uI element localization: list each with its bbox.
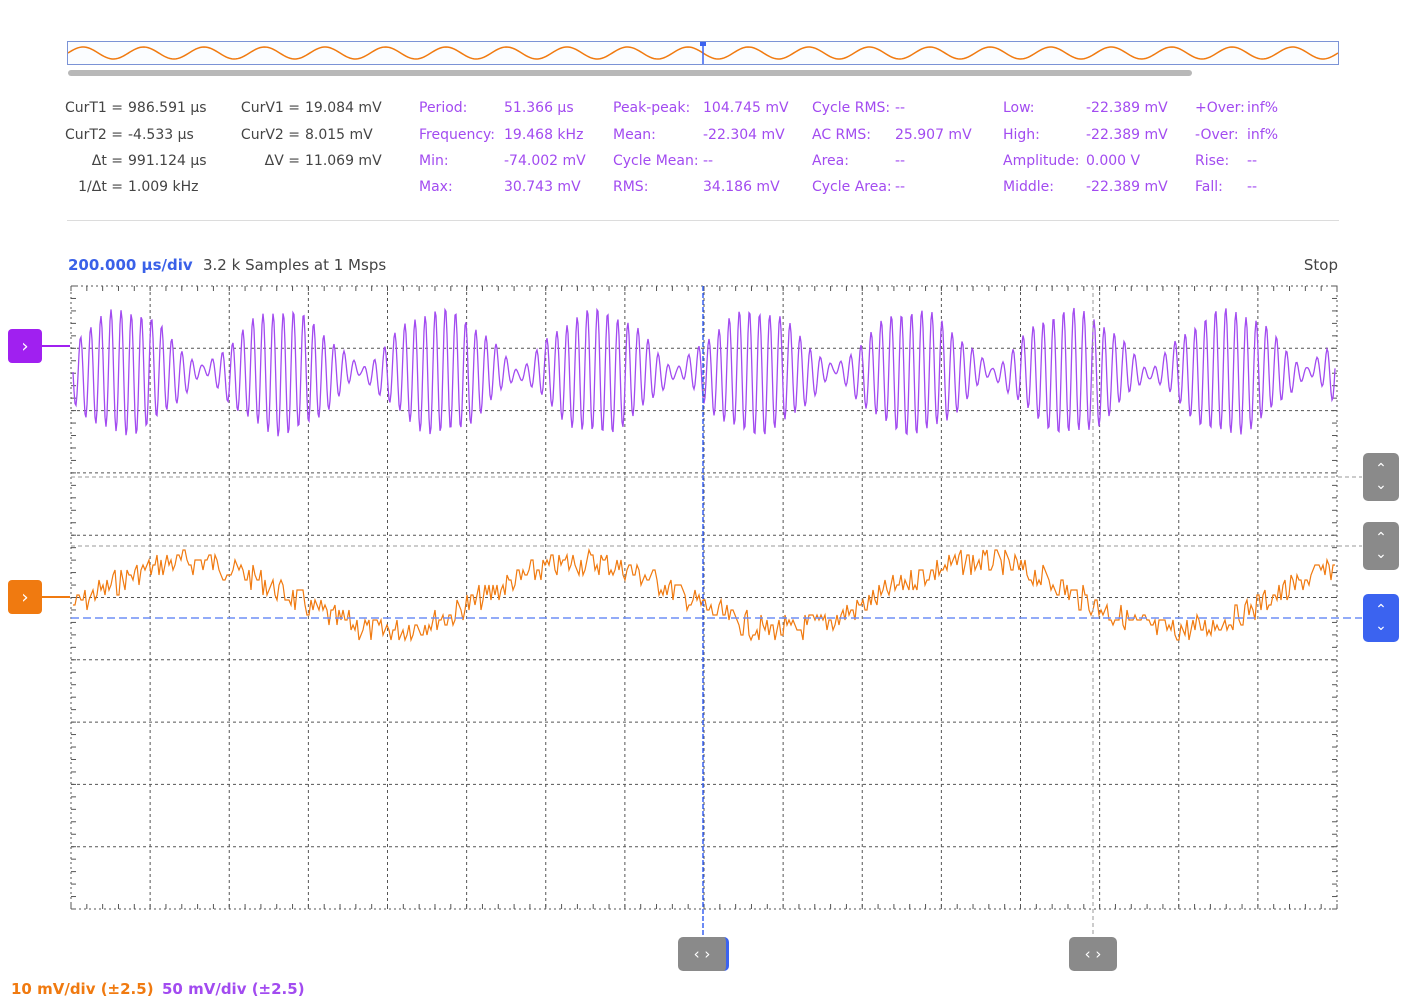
measurement-label: Peak-peak: [613, 100, 691, 116]
measurement-label: Rise: [1195, 153, 1230, 169]
measurement-label: Cycle Area: [812, 179, 892, 195]
measurement-value: inf% [1247, 100, 1278, 116]
cursor-voltage-label: ΔV = [264, 153, 300, 169]
cursor-v1-offset-control[interactable]: ⌃ ⌄ [1363, 453, 1399, 501]
run-state[interactable]: Stop [1303, 256, 1338, 274]
scope-plot[interactable] [0, 270, 1408, 980]
horizontal-scrollbar[interactable] [68, 70, 1192, 76]
cursor-voltage-label: CurV2 = [240, 127, 300, 143]
measurement-value: 104.745 mV [703, 100, 789, 116]
measurement-label: RMS: [613, 179, 649, 195]
measurement-label: Cycle RMS: [812, 100, 891, 116]
overview-waveform [67, 42, 1339, 64]
cursor-time-value: 991.124 µs [128, 153, 207, 169]
measurement-value: -- [895, 153, 906, 169]
measurement-label: Max: [419, 179, 453, 195]
measurement-value: 51.366 µs [504, 100, 574, 116]
measurement-value: -- [1247, 153, 1258, 169]
measurement-value: -74.002 mV [504, 153, 586, 169]
measurement-label: Min: [419, 153, 449, 169]
measurement-value: -22.389 mV [1086, 100, 1168, 116]
orange-marker-line [42, 596, 70, 598]
cursor-t2-handle[interactable]: ‹ › [1069, 937, 1117, 971]
purple-channel-marker[interactable]: › [8, 329, 42, 363]
purple-marker-line [42, 345, 70, 347]
measurement-value: -22.389 mV [1086, 179, 1168, 195]
time-per-div[interactable]: 200.000 µs/div [68, 256, 193, 274]
measurement-value: 19.468 kHz [504, 127, 584, 143]
measurement-label: AC RMS: [812, 127, 871, 143]
measurement-value: -22.304 mV [703, 127, 785, 143]
measurement-value: 25.907 mV [895, 127, 972, 143]
measurement-label: Period: [419, 100, 468, 116]
measurement-value: -- [895, 179, 906, 195]
cursor-voltage-value: 11.069 mV [305, 153, 382, 169]
cursor-time-value: -4.533 µs [128, 127, 194, 143]
cursor-voltage-label: CurV1 = [240, 100, 300, 116]
chevron-up-icon: ⌃ [1375, 461, 1387, 477]
measurement-label: Cycle Mean: [613, 153, 699, 169]
measurement-value: 34.186 mV [703, 179, 780, 195]
cursor-voltage-value: 19.084 mV [305, 100, 382, 116]
waveform-overview[interactable] [67, 41, 1339, 65]
overview-cursor-marker [700, 42, 706, 46]
cursor-time-label: Δt = [91, 153, 123, 169]
sample-info: 3.2 k Samples at 1 Msps [203, 256, 387, 274]
measurement-label: -Over: [1195, 127, 1239, 143]
measurement-value: inf% [1247, 127, 1278, 143]
trigger-level-control[interactable]: ⌃ ⌄ [1363, 594, 1399, 642]
measurement-value: 0.000 V [1086, 153, 1141, 169]
orange-trace [73, 547, 1335, 643]
cursor-time-label: CurT2 = [64, 127, 123, 143]
measurement-label: Mean: [613, 127, 656, 143]
measurement-value: -- [1247, 179, 1258, 195]
chevron-up-icon: ⌃ [1375, 530, 1387, 546]
purple-trace [72, 307, 1336, 437]
cursor-time-value: 1.009 kHz [128, 179, 199, 195]
measurement-label: Fall: [1195, 179, 1223, 195]
chevron-up-icon: ⌃ [1375, 602, 1387, 618]
cursor-time-label: 1/Δt = [78, 179, 123, 195]
measurement-label: Area: [812, 153, 849, 169]
chevron-right-icon: › [21, 335, 29, 357]
measurement-label: Middle: [1003, 179, 1054, 195]
cursor-time-value: 986.591 µs [128, 100, 207, 116]
purple-channel-scale[interactable]: 50 mV/div (±2.5) [162, 980, 305, 998]
cursor-v2-offset-control[interactable]: ⌃ ⌄ [1363, 522, 1399, 570]
chevron-right-icon: › [21, 586, 29, 608]
measurement-label: Frequency: [419, 127, 496, 143]
divider [67, 220, 1339, 221]
chevron-left-right-icon: ‹ › [1084, 945, 1102, 963]
measurement-value: -- [703, 153, 714, 169]
measurement-value: -- [895, 100, 906, 116]
measurement-label: Amplitude: [1003, 153, 1080, 169]
cursor-t1-handle[interactable]: ‹ › [678, 937, 729, 971]
chevron-down-icon: ⌄ [1375, 477, 1387, 493]
orange-channel-marker[interactable]: › [8, 580, 42, 614]
cursor-time-label: CurT1 = [64, 100, 123, 116]
chevron-down-icon: ⌄ [1375, 546, 1387, 562]
measurement-value: -22.389 mV [1086, 127, 1168, 143]
cursor-voltage-value: 8.015 mV [305, 127, 373, 143]
measurement-label: Low: [1003, 100, 1035, 116]
chevron-left-right-icon: ‹ › [693, 945, 711, 963]
orange-channel-scale[interactable]: 10 mV/div (±2.5) [11, 980, 154, 998]
chevron-down-icon: ⌄ [1375, 618, 1387, 634]
measurement-label: +Over: [1195, 100, 1245, 116]
measurement-label: High: [1003, 127, 1040, 143]
measurement-value: 30.743 mV [504, 179, 581, 195]
